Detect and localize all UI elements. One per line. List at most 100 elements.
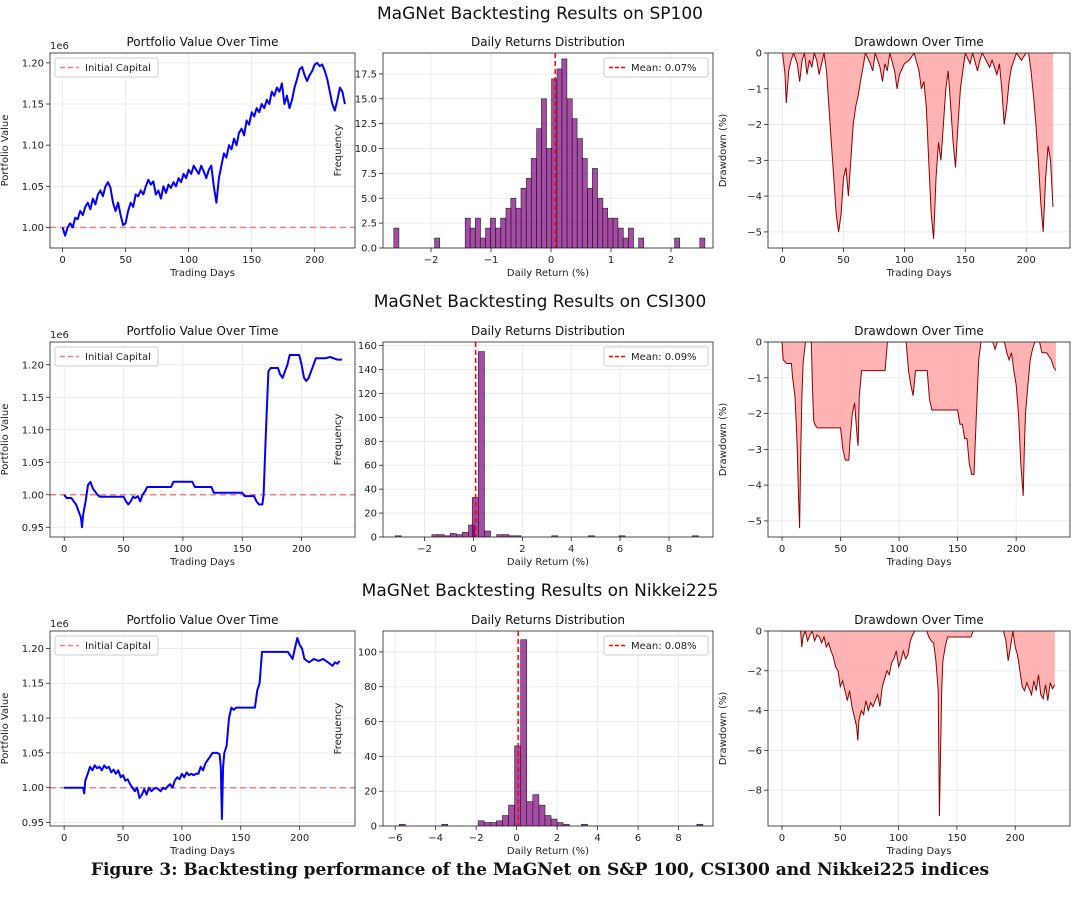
plot-marks	[393, 53, 706, 248]
histogram-bar	[566, 98, 573, 248]
legend-box	[54, 57, 159, 78]
y-tick-label: 160	[358, 341, 377, 352]
x-tick-label: 0	[59, 255, 65, 266]
y-tick-label: 17.5	[355, 69, 377, 80]
y-tick-label: 1.15	[22, 100, 44, 111]
axes-frame	[382, 52, 714, 249]
plot-marks	[398, 631, 704, 826]
x-tick-label: 150	[242, 255, 261, 266]
y-tick-label: 20	[364, 509, 377, 520]
y-tick-label: 12.5	[355, 119, 377, 130]
chart-title: Drawdown Over Time	[854, 324, 984, 338]
x-tick-label: 200	[292, 544, 311, 555]
plot-marks	[394, 342, 699, 537]
x-tick-label: −2	[469, 833, 484, 844]
y-tick-label: 0	[371, 822, 377, 833]
x-tick-label: 200	[1017, 255, 1036, 266]
y-tick-label: 1.00	[22, 783, 44, 794]
y-tick-label: −4	[747, 481, 762, 492]
histogram-bar	[475, 217, 481, 248]
drawdown-fill	[782, 53, 1053, 240]
histogram-bar	[612, 217, 619, 248]
y-tick-label: 1.20	[22, 644, 44, 655]
legend: Mean: 0.07%	[603, 57, 709, 78]
y-tick-label: −3	[747, 156, 762, 167]
legend-box	[603, 346, 709, 367]
x-tick-label: 0	[61, 833, 67, 844]
y-axis-label: Portfolio Value	[0, 404, 11, 476]
y-tick-label: 120	[358, 389, 377, 400]
histogram-bar	[515, 207, 522, 248]
axes-frame	[49, 341, 356, 538]
chart-title: Drawdown Over Time	[854, 613, 984, 627]
histogram-bar	[520, 639, 528, 826]
axes-frame	[767, 52, 1071, 249]
histogram-bar	[546, 148, 553, 248]
y-tick-label: 80	[364, 682, 377, 693]
x-tick-label: 50	[834, 544, 847, 555]
x-tick-label: 0	[779, 544, 785, 555]
y-tick-label: −6	[747, 746, 762, 757]
y-tick-label: 7.5	[361, 169, 377, 180]
y-tick-label: 1.05	[22, 458, 44, 469]
y-tick-label: −2	[747, 120, 762, 131]
sp100-drawdown-chart: 0 50 100 150 200 0 −1 −2 −3 −4 −5 Drawdown Over Tim…	[718, 35, 1071, 279]
y-axis-label: Portfolio Value	[0, 693, 11, 765]
x-tick-label: 100	[889, 833, 908, 844]
x-tick-label: 100	[172, 833, 191, 844]
chart-title: Drawdown Over Time	[854, 35, 984, 49]
x-axis-label: Trading Days	[169, 268, 235, 279]
y-tick-label: −3	[747, 445, 762, 456]
x-tick-label: 6	[635, 833, 641, 844]
y-tick-label: 1.20	[22, 58, 44, 69]
histogram-bar	[469, 227, 476, 248]
figure-caption: Figure 3: Backtesting performance of the…	[90, 860, 990, 880]
histogram-bar	[502, 815, 509, 826]
row-title-sp100: MaGNet Backtesting Results on SP100	[377, 4, 703, 24]
y-tick-label: 1.00	[22, 223, 44, 234]
axes-frame	[49, 630, 356, 827]
x-tick-label: 0	[779, 833, 785, 844]
histogram-bar	[628, 227, 634, 248]
x-axis-label: Trading Days	[886, 557, 952, 568]
y-tick-label: 10.0	[355, 144, 377, 155]
drawdown-line	[781, 342, 1057, 529]
y-tick-label: 0	[756, 627, 762, 638]
sp100-returns-histogram: −2 −1 0 1 2 0.0 2.5 5.0 7.5 10.0 12.5 15.0 17.5 Daily…	[333, 35, 714, 279]
histogram-bar	[464, 217, 471, 248]
plot-area: 0 50 100 150 200 0 −1 −2 −3 −4 −5 Drawdown Over Tim…	[718, 35, 1071, 279]
plot-marks	[50, 637, 355, 820]
x-tick-label: 100	[890, 544, 909, 555]
x-tick-label: 150	[947, 833, 966, 844]
y-offset-text: 1e6	[50, 41, 69, 52]
axes-frame	[49, 52, 356, 249]
histogram-bar	[530, 158, 537, 248]
y-tick-label: 80	[364, 437, 377, 448]
y-tick-label: −1	[747, 373, 762, 384]
histogram-bar	[500, 217, 506, 248]
histogram-bar	[602, 207, 609, 248]
histogram-bar	[617, 227, 624, 248]
x-tick-label: 200	[1006, 833, 1025, 844]
histogram-bar	[484, 530, 491, 537]
x-tick-label: 50	[834, 833, 847, 844]
x-tick-label: −1	[484, 255, 499, 266]
y-tick-label: 1.15	[22, 679, 44, 690]
legend-label: Initial Capital	[85, 641, 151, 652]
x-tick-label: 100	[895, 255, 914, 266]
y-tick-label: 40	[364, 485, 377, 496]
x-tick-label: 150	[948, 544, 967, 555]
x-tick-label: 8	[666, 544, 672, 555]
x-tick-label: 100	[173, 544, 192, 555]
axes-frame	[767, 630, 1071, 827]
y-tick-label: 1.10	[22, 425, 44, 436]
histogram-bar	[462, 531, 469, 537]
x-tick-label: 1	[608, 255, 614, 266]
y-tick-label: 140	[358, 365, 377, 376]
plot-marks	[781, 631, 1056, 817]
x-axis-label: Trading Days	[169, 557, 235, 568]
y-offset-text: 1e6	[50, 330, 69, 341]
